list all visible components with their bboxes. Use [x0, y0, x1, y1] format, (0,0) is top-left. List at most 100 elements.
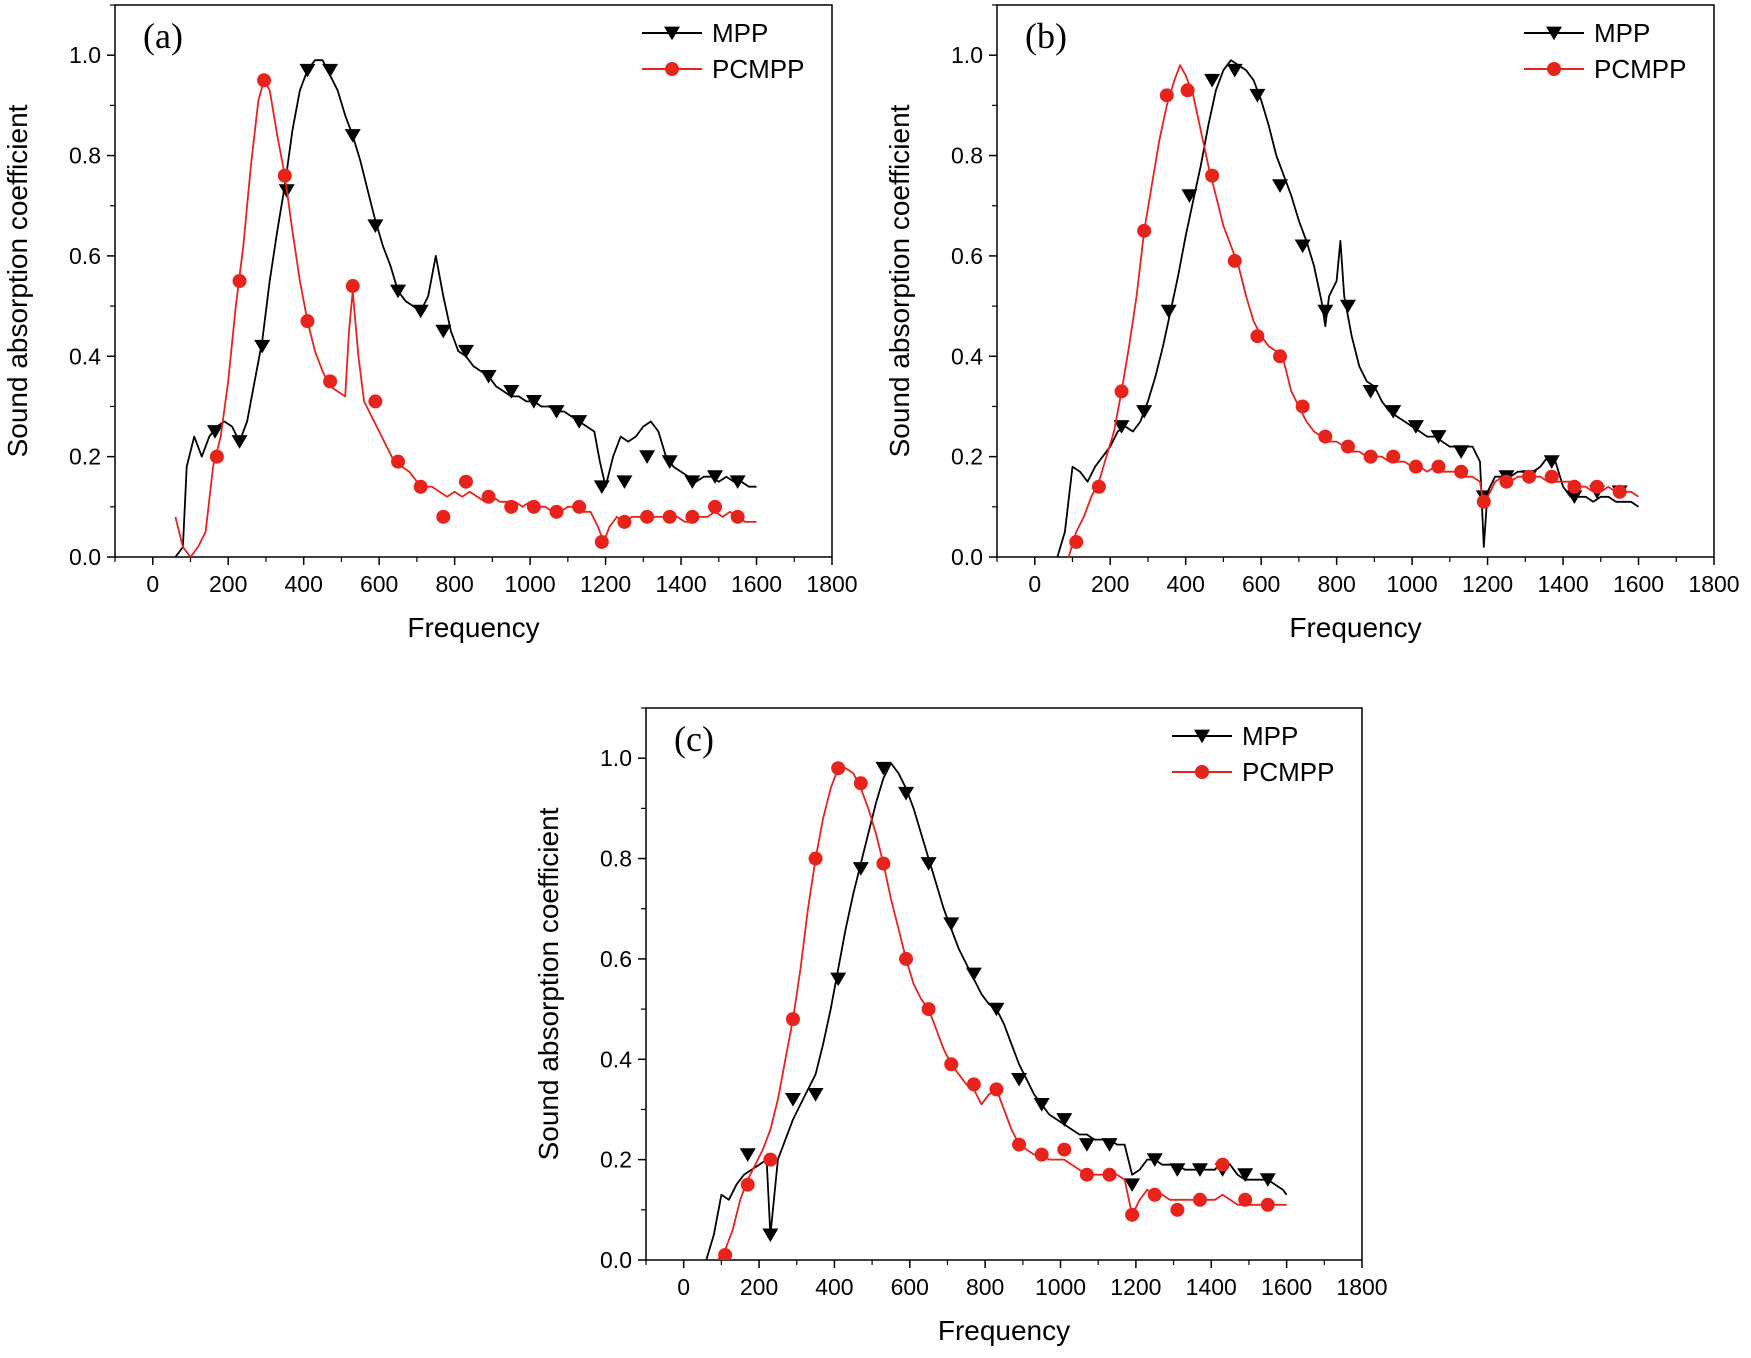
plot-frame — [996, 4, 1715, 558]
data-point-circle — [1318, 429, 1333, 444]
x-tick-label: 1600 — [1261, 1274, 1312, 1300]
data-point-circle — [413, 479, 428, 494]
legend-label: MPP — [712, 18, 768, 48]
data-point-triangle — [1146, 1153, 1163, 1167]
x-tick-label: 800 — [435, 571, 473, 597]
data-point-triangle — [1204, 73, 1221, 88]
x-axis-title: Frequency — [938, 1315, 1070, 1346]
data-point-circle — [1137, 223, 1152, 238]
x-axis: 0 200 400 600 800 1000 1200 1400 1600 1800 — [996, 557, 1740, 597]
data-point-circle — [1091, 479, 1106, 494]
data-point-triangle — [1543, 455, 1560, 469]
x-tick-label: 600 — [360, 571, 398, 597]
x-tick-label: 1800 — [806, 571, 857, 597]
data-point-circle — [504, 499, 519, 514]
y-axis: 0.0 0.2 0.4 0.6 0.8 1.0 — [600, 707, 646, 1273]
data-point-triangle — [1124, 1178, 1141, 1192]
data-point-triangle — [525, 395, 542, 409]
data-point-circle — [944, 1057, 959, 1072]
data-point-circle — [685, 509, 700, 524]
data-point-circle — [277, 168, 292, 183]
data-point-circle — [572, 499, 587, 514]
series-line — [1067, 64, 1639, 557]
data-point-triangle — [1259, 1173, 1276, 1187]
data-point-triangle — [707, 470, 724, 484]
legend-label: PCMPP — [1242, 757, 1334, 787]
data-point-circle — [1408, 459, 1423, 474]
data-point-circle — [708, 499, 723, 514]
data-point-triangle — [965, 967, 982, 982]
series-mpp — [174, 59, 757, 557]
y-axis: 0.0 0.2 0.4 0.6 0.8 1.0 — [69, 4, 115, 570]
series-line — [1056, 59, 1639, 557]
x-tick-label: 200 — [209, 571, 247, 597]
y-tick-label: 0.6 — [951, 243, 983, 269]
data-point-triangle — [762, 1228, 779, 1243]
data-point-circle — [1102, 1167, 1117, 1182]
data-point-circle — [209, 449, 224, 464]
legend-label: MPP — [1242, 721, 1298, 751]
x-tick-label: 400 — [284, 571, 322, 597]
data-point-circle — [232, 274, 247, 288]
data-point-circle — [368, 394, 383, 409]
data-point-circle — [831, 761, 846, 776]
data-point-circle — [1273, 349, 1288, 364]
data-point-circle — [1114, 384, 1129, 399]
x-tick-label: 1400 — [1537, 571, 1588, 597]
panel-label: (c) — [674, 719, 714, 759]
y-tick-label: 0.2 — [600, 1147, 632, 1173]
y-tick-label: 1.0 — [600, 745, 632, 771]
data-point-circle — [989, 1082, 1004, 1097]
y-tick-label: 0.8 — [69, 143, 101, 169]
x-tick-label: 800 — [966, 1274, 1004, 1300]
legend-marker-circle — [1547, 62, 1561, 76]
data-point-triangle — [480, 369, 497, 384]
legend-marker-triangle — [664, 26, 680, 41]
data-point-circle — [740, 1177, 755, 1192]
legend-marker-triangle — [1194, 729, 1210, 744]
x-tick-label: 1000 — [505, 571, 556, 597]
data-point-triangle — [299, 63, 316, 78]
data-point-triangle — [1237, 1168, 1254, 1182]
data-point-circle — [876, 856, 891, 871]
data-point-circle — [1590, 479, 1605, 494]
legend: MPP PCMPP — [1524, 18, 1686, 84]
y-tick-label: 0.2 — [69, 444, 101, 470]
data-point-triangle — [344, 129, 361, 143]
data-point-triangle — [807, 1088, 824, 1102]
x-axis-title: Frequency — [1289, 612, 1421, 643]
legend-label: PCMPP — [712, 54, 804, 84]
y-tick-label: 0.6 — [69, 243, 101, 269]
data-point-triangle — [207, 425, 224, 439]
x-tick-label: 1400 — [1186, 1274, 1237, 1300]
legend-marker-circle — [1195, 765, 1209, 779]
x-tick-label: 200 — [740, 1274, 778, 1300]
data-point-circle — [300, 314, 315, 329]
data-point-circle — [1227, 253, 1242, 268]
y-tick-label: 0.0 — [951, 544, 983, 570]
data-point-circle — [1499, 474, 1514, 489]
data-point-circle — [1250, 329, 1265, 344]
data-point-triangle — [1317, 304, 1334, 319]
y-axis-title: Sound absorption coefficient — [533, 807, 564, 1160]
y-tick-label: 0.4 — [951, 343, 983, 369]
data-point-circle — [1567, 479, 1582, 494]
data-point-triangle — [1160, 304, 1177, 319]
data-point-circle — [1431, 459, 1446, 474]
data-point-circle — [718, 1247, 733, 1260]
x-tick-label: 0 — [146, 571, 159, 597]
data-point-triangle — [1362, 385, 1379, 399]
data-point-triangle — [988, 1002, 1005, 1017]
data-point-circle — [808, 851, 823, 866]
data-point-triangle — [784, 1093, 801, 1107]
data-point-triangle — [593, 480, 610, 494]
data-point-circle — [785, 1012, 800, 1027]
data-point-circle — [966, 1077, 981, 1092]
data-point-circle — [526, 499, 541, 514]
data-point-circle — [1180, 83, 1195, 98]
data-point-triangle — [1385, 405, 1402, 419]
data-point-triangle — [254, 339, 271, 354]
data-point-triangle — [616, 475, 633, 489]
data-point-triangle — [1566, 490, 1583, 504]
x-tick-label: 1400 — [655, 571, 706, 597]
